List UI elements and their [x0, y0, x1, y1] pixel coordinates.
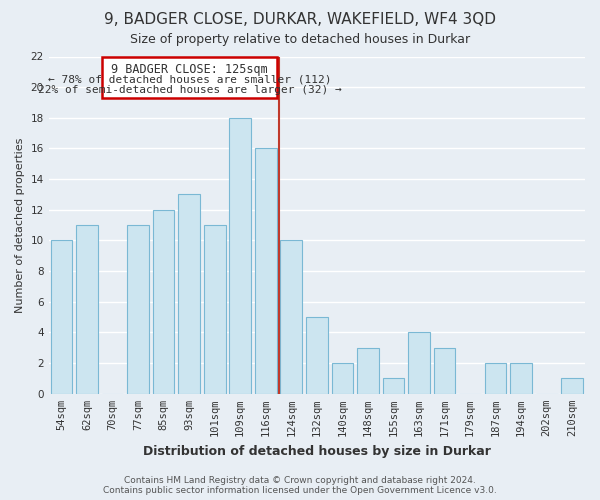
Text: Contains public sector information licensed under the Open Government Licence v3: Contains public sector information licen… [103, 486, 497, 495]
Bar [50, 240, 72, 394]
Bar [332, 363, 353, 394]
Bar [178, 194, 200, 394]
Text: 22% of semi-detached houses are larger (32) →: 22% of semi-detached houses are larger (… [38, 85, 341, 95]
Text: ← 78% of detached houses are smaller (112): ← 78% of detached houses are smaller (11… [48, 74, 332, 84]
Bar [357, 348, 379, 394]
Bar [255, 148, 277, 394]
Text: 9 BADGER CLOSE: 125sqm: 9 BADGER CLOSE: 125sqm [112, 64, 268, 76]
Bar [408, 332, 430, 394]
Bar [153, 210, 175, 394]
Bar [280, 240, 302, 394]
Bar [229, 118, 251, 394]
Bar [485, 363, 506, 394]
Bar [562, 378, 583, 394]
X-axis label: Distribution of detached houses by size in Durkar: Distribution of detached houses by size … [143, 444, 491, 458]
Text: Size of property relative to detached houses in Durkar: Size of property relative to detached ho… [130, 32, 470, 46]
Bar [127, 225, 149, 394]
Text: 9, BADGER CLOSE, DURKAR, WAKEFIELD, WF4 3QD: 9, BADGER CLOSE, DURKAR, WAKEFIELD, WF4 … [104, 12, 496, 28]
Bar [383, 378, 404, 394]
Bar [510, 363, 532, 394]
Bar [76, 225, 98, 394]
FancyBboxPatch shape [103, 56, 277, 98]
Text: Contains HM Land Registry data © Crown copyright and database right 2024.: Contains HM Land Registry data © Crown c… [124, 476, 476, 485]
Bar [204, 225, 226, 394]
Bar [306, 317, 328, 394]
Bar [434, 348, 455, 394]
Y-axis label: Number of detached properties: Number of detached properties [15, 138, 25, 313]
